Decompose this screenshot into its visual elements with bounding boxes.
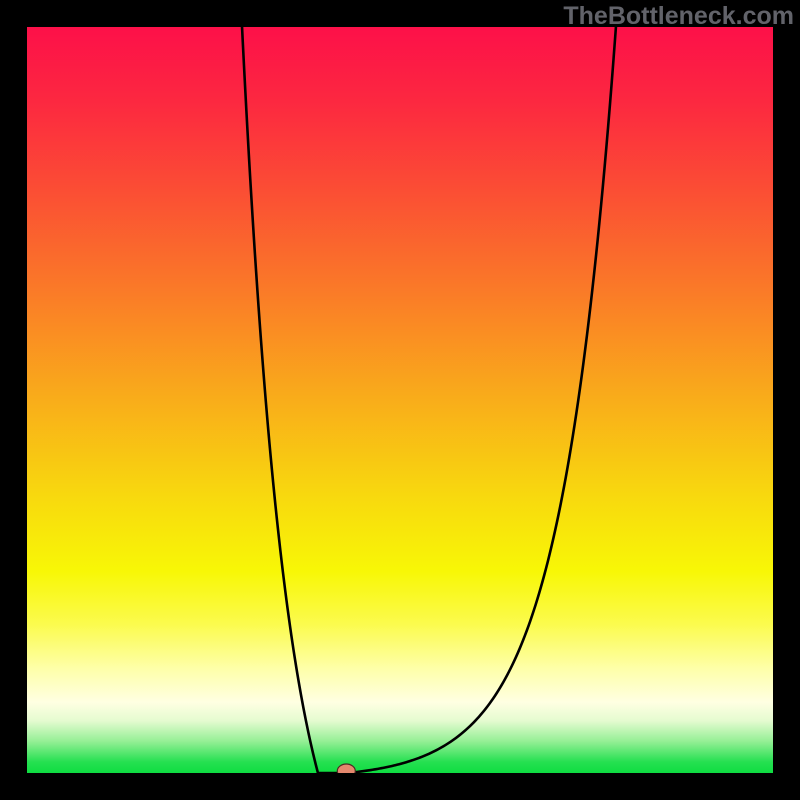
gradient-background bbox=[27, 27, 773, 773]
plot-svg bbox=[27, 27, 773, 773]
plot-area bbox=[27, 27, 773, 773]
watermark-text: TheBottleneck.com bbox=[563, 2, 794, 31]
min-marker bbox=[337, 764, 355, 773]
